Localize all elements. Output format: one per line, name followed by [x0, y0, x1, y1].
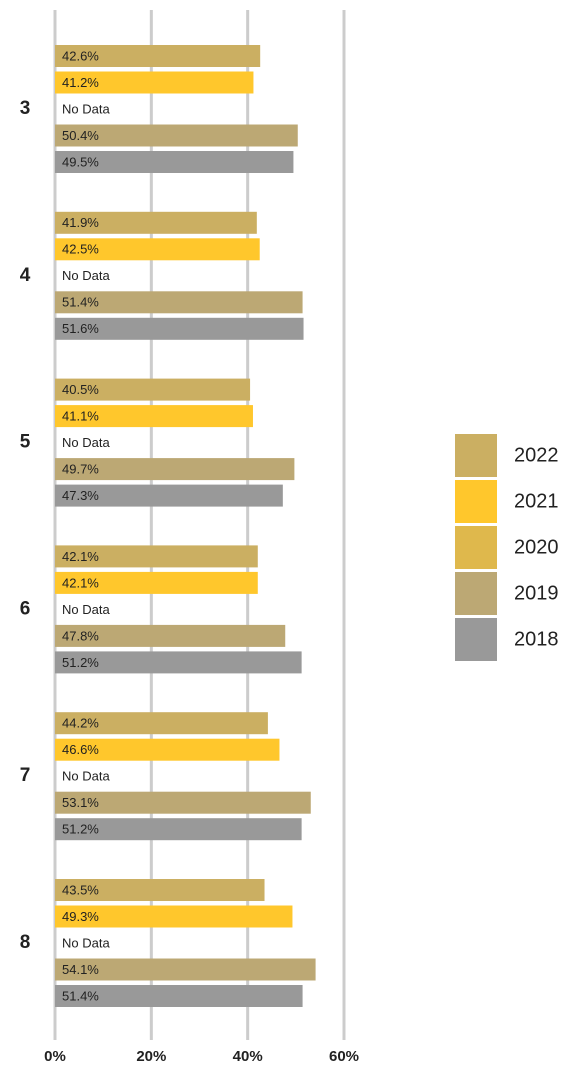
- legend-label: 2018: [514, 628, 559, 650]
- x-tick-label: 20%: [136, 1048, 166, 1065]
- legend-label: 2021: [514, 490, 559, 512]
- bar: [55, 958, 316, 981]
- value-label: 44.2%: [62, 716, 99, 731]
- legend-label: 2020: [514, 536, 559, 558]
- bar: [55, 405, 253, 428]
- value-label: 46.6%: [62, 742, 99, 757]
- value-label: 51.4%: [62, 988, 99, 1003]
- category-label: 3: [20, 98, 31, 119]
- value-label: No Data: [62, 101, 110, 116]
- bar: [55, 291, 303, 314]
- value-label: No Data: [62, 769, 110, 784]
- value-label: 47.8%: [62, 628, 99, 643]
- value-label: 41.1%: [62, 409, 99, 424]
- value-label: 43.5%: [62, 882, 99, 897]
- bar: [55, 71, 254, 94]
- value-label: No Data: [62, 435, 110, 450]
- legend-swatch: [455, 526, 497, 569]
- x-tick-label: 0%: [44, 1048, 66, 1065]
- bar: [55, 571, 258, 594]
- legend-swatch: [455, 618, 497, 661]
- bar: [55, 378, 251, 401]
- value-label: 53.1%: [62, 795, 99, 810]
- bar: [55, 651, 302, 674]
- value-label: No Data: [62, 268, 110, 283]
- bar: [55, 791, 311, 814]
- value-label: 49.3%: [62, 909, 99, 924]
- value-label: No Data: [62, 935, 110, 950]
- value-label: 41.9%: [62, 215, 99, 230]
- value-label: 51.2%: [62, 655, 99, 670]
- bar: [55, 238, 260, 261]
- value-label: 51.6%: [62, 321, 99, 336]
- bar: [55, 458, 295, 481]
- category-label: 8: [20, 932, 31, 953]
- category-label: 7: [20, 765, 31, 786]
- value-label: 51.2%: [62, 822, 99, 837]
- value-label: 47.3%: [62, 488, 99, 503]
- bar: [55, 818, 302, 841]
- legend-swatch: [455, 572, 497, 615]
- bar: [55, 545, 258, 568]
- bar: [55, 317, 304, 340]
- category-label: 6: [20, 598, 31, 619]
- value-label: 42.1%: [62, 575, 99, 590]
- legend-label: 2022: [514, 444, 559, 466]
- legend-swatch: [455, 434, 497, 477]
- bar: [55, 738, 280, 761]
- category-label: 4: [20, 265, 31, 286]
- x-tick-label: 40%: [233, 1048, 263, 1065]
- value-label: 42.6%: [62, 48, 99, 63]
- bar: [55, 211, 257, 234]
- value-label: 54.1%: [62, 962, 99, 977]
- value-label: 40.5%: [62, 382, 99, 397]
- bar: [55, 879, 265, 901]
- bar: [55, 712, 268, 735]
- value-label: 49.7%: [62, 462, 99, 477]
- value-label: 51.4%: [62, 295, 99, 310]
- x-tick-label: 60%: [329, 1048, 359, 1065]
- value-label: No Data: [62, 602, 110, 617]
- bar: [55, 45, 261, 67]
- bar: [55, 484, 283, 507]
- legend-label: 2019: [514, 582, 559, 604]
- bar: [55, 151, 294, 173]
- value-label: 49.5%: [62, 154, 99, 169]
- value-label: 42.1%: [62, 549, 99, 564]
- legend-swatch: [455, 480, 497, 523]
- value-label: 41.2%: [62, 75, 99, 90]
- bar: [55, 985, 303, 1007]
- value-label: 50.4%: [62, 128, 99, 143]
- category-label: 5: [20, 432, 31, 453]
- bar: [55, 124, 298, 147]
- bar: [55, 905, 293, 928]
- value-label: 42.5%: [62, 242, 99, 257]
- bar: [55, 624, 286, 647]
